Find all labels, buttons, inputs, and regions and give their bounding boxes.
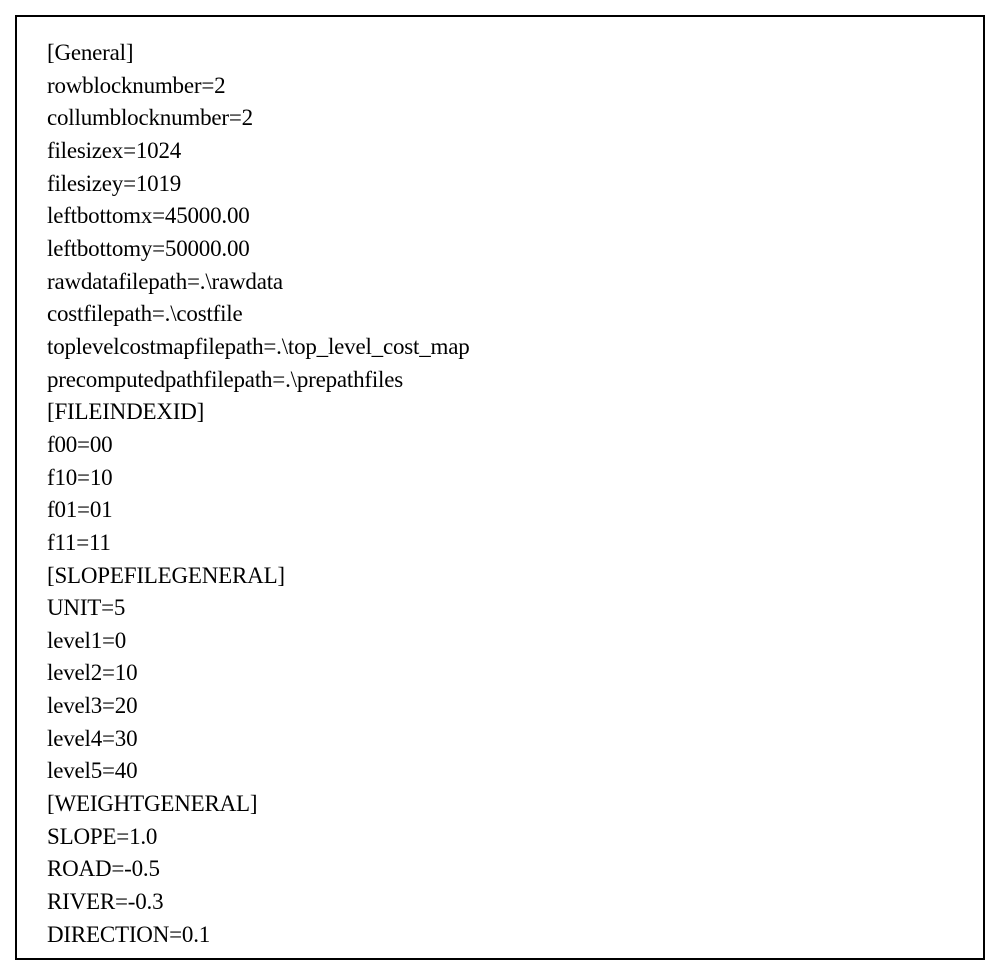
config-line: RIVER=-0.3 (47, 886, 953, 919)
config-line: rowblocknumber=2 (47, 70, 953, 103)
config-line: level4=30 (47, 723, 953, 756)
config-file-box: [General] rowblocknumber=2 collumblocknu… (15, 15, 985, 960)
config-line: f11=11 (47, 527, 953, 560)
config-line: rawdatafilepath=.\rawdata (47, 266, 953, 299)
config-line: level2=10 (47, 657, 953, 690)
config-line: f10=10 (47, 462, 953, 495)
config-line: filesizex=1024 (47, 135, 953, 168)
config-line: SLOPE=1.0 (47, 821, 953, 854)
config-line: f01=01 (47, 494, 953, 527)
config-line: UNIT=5 (47, 592, 953, 625)
config-line: [General] (47, 37, 953, 70)
config-line: leftbottomy=50000.00 (47, 233, 953, 266)
config-line: [WEIGHTGENERAL] (47, 788, 953, 821)
config-line: costfilepath=.\costfile (47, 298, 953, 331)
config-line: level1=0 (47, 625, 953, 658)
config-line: toplevelcostmapfilepath=.\top_level_cost… (47, 331, 953, 364)
config-line: ROAD=-0.5 (47, 853, 953, 886)
config-line: precomputedpathfilepath=.\prepathfiles (47, 364, 953, 397)
config-line: [FILEINDEXID] (47, 396, 953, 429)
config-line: level5=40 (47, 755, 953, 788)
config-line: leftbottomx=45000.00 (47, 200, 953, 233)
config-line: DIRECTION=0.1 (47, 919, 953, 952)
config-line: level3=20 (47, 690, 953, 723)
config-line: filesizey=1019 (47, 168, 953, 201)
config-line: [SLOPEFILEGENERAL] (47, 560, 953, 593)
config-line: collumblocknumber=2 (47, 102, 953, 135)
config-line: f00=00 (47, 429, 953, 462)
